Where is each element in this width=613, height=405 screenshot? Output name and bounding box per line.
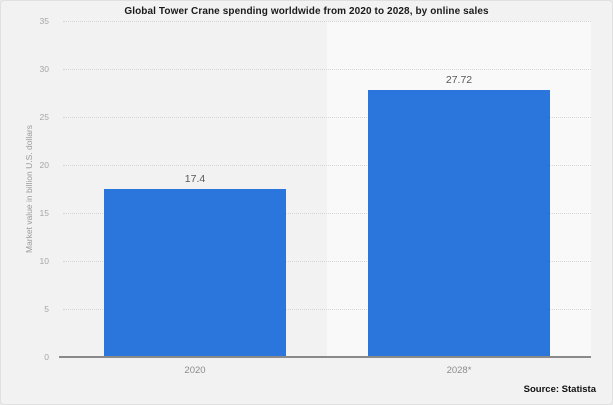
bar-value-label-2028*: 27.72: [445, 74, 473, 86]
y-tick-label-25: 25: [39, 112, 49, 122]
y-tick-label-30: 30: [39, 64, 49, 74]
plot-area: 17.4 27.72: [59, 21, 591, 358]
gridline-15: [63, 213, 591, 214]
y-tick-label-20: 20: [39, 160, 49, 170]
y-tick-label-35: 35: [39, 16, 49, 26]
source-credit: Source: Statista: [523, 384, 596, 395]
x-tick-label-2028*: 2028*: [446, 365, 472, 376]
bar-value-label-2020: 17.4: [184, 173, 206, 185]
x-tick-label-2020: 2020: [184, 365, 206, 376]
y-tick-label-5: 5: [44, 304, 49, 314]
y-axis-title: Market value in billion U.S. dollars: [24, 124, 34, 254]
y-tick-label-0: 0: [44, 352, 49, 362]
gridline-5: [63, 309, 591, 310]
gridline-30: [63, 69, 591, 70]
chart-title: Global Tower Crane spending worldwide fr…: [124, 6, 489, 17]
y-tick-label-15: 15: [39, 208, 49, 218]
gridline-10: [63, 261, 591, 262]
gridline-20: [63, 165, 591, 166]
y-tick-label-10: 10: [39, 256, 49, 266]
gridline-35: [63, 21, 591, 22]
x-axis-line: [59, 356, 591, 358]
bar-2028*: [368, 90, 550, 356]
bar-2020: [104, 189, 286, 356]
gridline-25: [63, 117, 591, 118]
